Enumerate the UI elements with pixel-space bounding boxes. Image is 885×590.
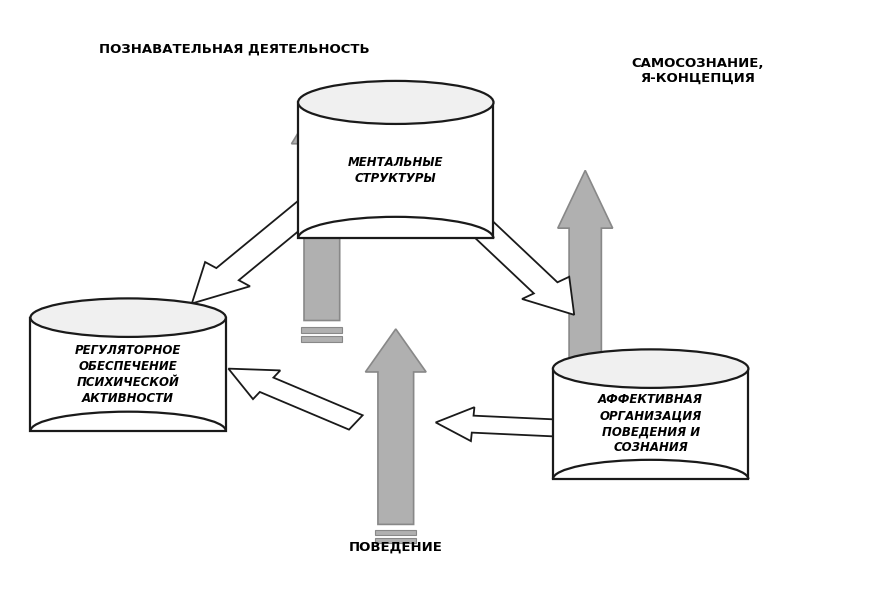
Bar bbox=[566, 428, 604, 434]
Ellipse shape bbox=[30, 299, 226, 337]
FancyArrow shape bbox=[192, 193, 330, 303]
Text: АФФЕКТИВНАЯ
ОРГАНИЗАЦИЯ
ПОВЕДЕНИЯ И
СОЗНАНИЯ: АФФЕКТИВНАЯ ОРГАНИЗАЦИЯ ПОВЕДЕНИЯ И СОЗН… bbox=[598, 394, 703, 454]
Text: МЕНТАЛЬНЫЕ
СТРУКТУРЫ: МЕНТАЛЬНЫЕ СТРУКТУРЫ bbox=[348, 156, 443, 185]
FancyArrow shape bbox=[460, 213, 574, 315]
Bar bbox=[566, 418, 604, 424]
Text: ПОВЕДЕНИЕ: ПОВЕДЕНИЕ bbox=[349, 540, 442, 553]
Text: САМОСОЗНАНИЕ,
Я-КОНЦЕПЦИЯ: САМОСОЗНАНИЕ, Я-КОНЦЕПЦИЯ bbox=[631, 57, 764, 86]
FancyArrow shape bbox=[558, 171, 612, 411]
Polygon shape bbox=[298, 103, 494, 238]
FancyArrow shape bbox=[228, 369, 363, 430]
Bar bbox=[301, 327, 342, 333]
Bar bbox=[375, 538, 416, 543]
Ellipse shape bbox=[298, 81, 494, 124]
Polygon shape bbox=[30, 317, 226, 431]
FancyArrow shape bbox=[366, 329, 426, 525]
Text: РЕГУЛЯТОРНОЕ
ОБЕСПЕЧЕНИЕ
ПСИХИЧЕСКОЙ
АКТИВНОСТИ: РЕГУЛЯТОРНОЕ ОБЕСПЕЧЕНИЕ ПСИХИЧЕСКОЙ АКТ… bbox=[75, 344, 181, 405]
FancyArrow shape bbox=[291, 94, 352, 320]
FancyArrow shape bbox=[435, 407, 560, 441]
Bar bbox=[301, 336, 342, 342]
Ellipse shape bbox=[553, 349, 749, 388]
Text: ПОЗНАВАТЕЛЬНАЯ ДЕЯТЕЛЬНОСТЬ: ПОЗНАВАТЕЛЬНАЯ ДЕЯТЕЛЬНОСТЬ bbox=[99, 42, 370, 55]
Bar bbox=[375, 530, 416, 535]
Polygon shape bbox=[553, 369, 749, 479]
